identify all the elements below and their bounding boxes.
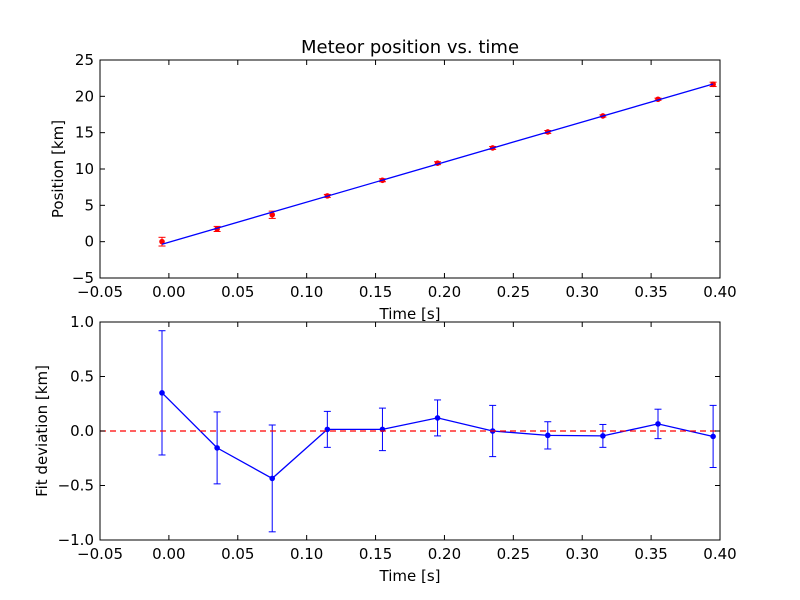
chart-title: Meteor position vs. time xyxy=(301,37,519,58)
deviation-data-point xyxy=(269,475,276,482)
deviation-data-point xyxy=(544,432,551,439)
deviation-panel: −0.05 0.00 0.05 0.10 0.15 0.20 0.25 0.30 0.35 0.4… xyxy=(33,313,737,585)
deviation-y-tick-label: 0.0 xyxy=(70,422,94,440)
position-x-tick-label: 0.10 xyxy=(290,283,323,301)
position-x-tick-label: 0.20 xyxy=(428,283,461,301)
deviation-x-tick-label: 0.35 xyxy=(634,545,667,563)
position-y-axis-label: Position [km] xyxy=(49,120,67,218)
deviation-y-tick-label: −1.0 xyxy=(58,531,94,549)
position-x-tick-label: 0.30 xyxy=(566,283,599,301)
position-x-tick-label: 0.40 xyxy=(703,283,736,301)
deviation-x-tick-label: 0.20 xyxy=(428,545,461,563)
deviation-x-tick-label: −0.05 xyxy=(77,545,123,563)
position-y-tick-label: 10 xyxy=(75,160,94,178)
position-x-tick-label: 0.25 xyxy=(497,283,530,301)
position-x-tick-label: 0.00 xyxy=(152,283,185,301)
position-x-tick-label: 0.05 xyxy=(221,283,254,301)
position-y-tick-label: 20 xyxy=(75,87,94,105)
deviation-x-tick-label: 0.30 xyxy=(566,545,599,563)
position-y-tick-label: 25 xyxy=(75,51,94,69)
position-series-group xyxy=(158,81,717,247)
deviation-x-tick-label: 0.25 xyxy=(497,545,530,563)
position-x-tick-label: 0.35 xyxy=(634,283,667,301)
deviation-data-point xyxy=(655,421,661,427)
position-x-tick-label: 0.15 xyxy=(359,283,392,301)
deviation-y-axis-label: Fit deviation [km] xyxy=(33,365,51,497)
deviation-ticks: −0.05 0.00 0.05 0.10 0.15 0.20 0.25 0.30 0.35 0.4… xyxy=(58,313,737,563)
deviation-x-tick-label: 0.15 xyxy=(359,545,392,563)
deviation-data-point xyxy=(600,433,606,439)
deviation-data-point xyxy=(710,433,716,440)
deviation-x-axis-label: Time [s] xyxy=(379,567,441,585)
position-x-tick-label: −0.05 xyxy=(77,283,123,301)
deviation-y-tick-label: 1.0 xyxy=(70,313,94,331)
deviation-data-point xyxy=(214,445,220,451)
deviation-y-tick-label: −0.5 xyxy=(58,477,94,495)
deviation-x-tick-label: 0.05 xyxy=(221,545,254,563)
deviation-data-point xyxy=(324,426,331,433)
deviation-y-tick-label: 0.5 xyxy=(70,368,94,386)
deviation-x-tick-label: 0.40 xyxy=(703,545,736,563)
position-y-tick-label: 5 xyxy=(84,196,94,214)
deviation-series-group xyxy=(100,330,720,533)
position-plot-area xyxy=(158,81,717,247)
deviation-x-tick-label: 0.00 xyxy=(152,545,185,563)
position-y-tick-label: −5 xyxy=(72,269,94,287)
position-y-tick-label: 15 xyxy=(75,124,94,142)
position-y-tick-label: 0 xyxy=(84,233,94,251)
deviation-data-point xyxy=(434,415,441,421)
position-ticks: −0.05 0.00 0.05 0.10 0.15 0.20 0.25 0.30 0.35 0.4… xyxy=(72,51,737,301)
position-panel: Meteor position vs. time −0.05 0.00 0.05 0.… xyxy=(49,37,737,323)
deviation-data-point xyxy=(159,390,165,396)
deviation-x-tick-label: 0.10 xyxy=(290,545,323,563)
deviation-plot-area xyxy=(100,330,720,533)
position-fit-line xyxy=(161,83,714,245)
position-x-axis-label: Time [s] xyxy=(379,305,441,323)
